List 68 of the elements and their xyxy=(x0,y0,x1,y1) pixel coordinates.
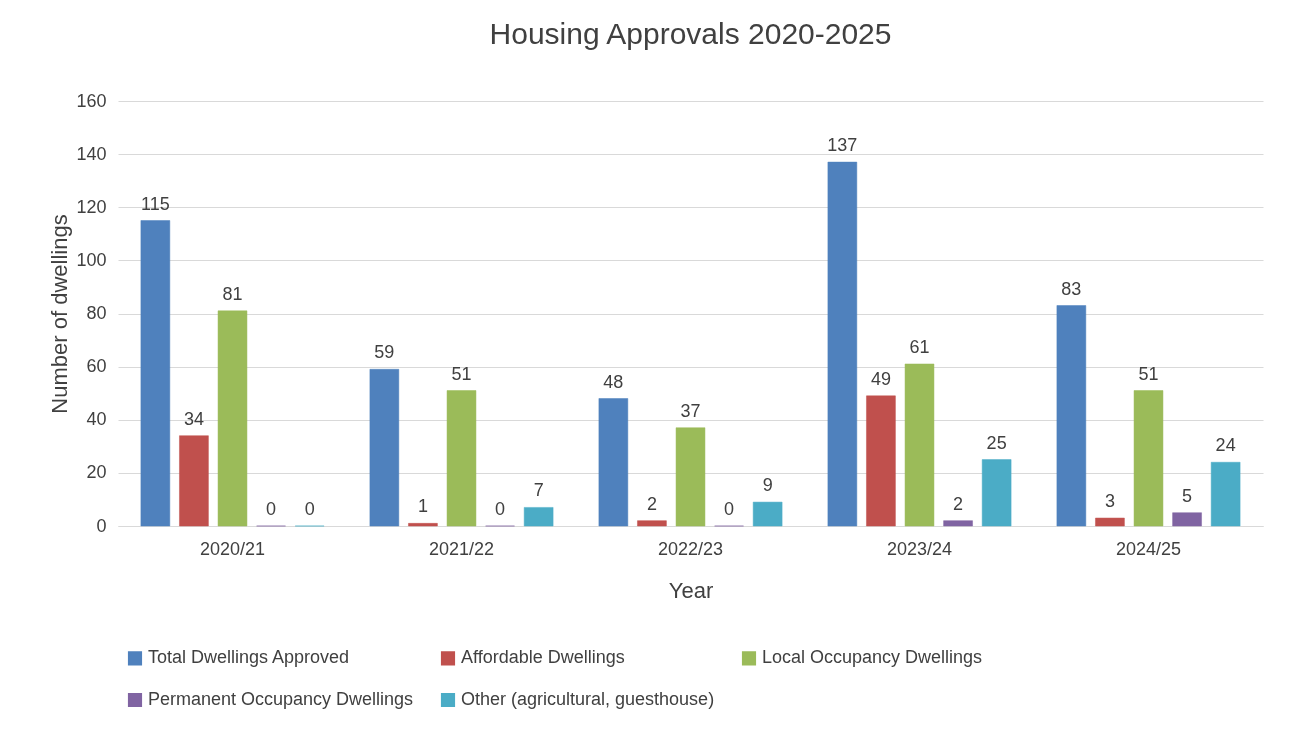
y-tick-label: 60 xyxy=(86,356,107,377)
data-label: 24 xyxy=(1215,435,1236,456)
bar xyxy=(1210,462,1241,527)
y-tick-label: 100 xyxy=(76,249,107,270)
y-tick-label: 80 xyxy=(86,303,107,323)
x-tick-label: 2022/23 xyxy=(657,538,724,559)
data-label: 2 xyxy=(646,493,657,514)
data-label: 137 xyxy=(827,135,858,156)
y-tick-label: 140 xyxy=(76,143,107,164)
legend-label: Permanent Occupancy Dwellings xyxy=(148,689,414,709)
data-label: 7 xyxy=(533,480,544,501)
bar xyxy=(523,507,554,527)
x-axis-title: Year xyxy=(668,577,714,603)
data-label: 3 xyxy=(1104,491,1115,512)
bar xyxy=(369,369,400,527)
data-label: 83 xyxy=(1061,278,1082,299)
data-label: 51 xyxy=(451,363,472,384)
bar xyxy=(1172,512,1202,527)
bar xyxy=(408,523,438,527)
bar xyxy=(179,435,209,527)
bar xyxy=(140,220,171,527)
y-axis-title: Number of dwellings xyxy=(47,214,73,414)
data-label: 61 xyxy=(909,336,930,357)
bar xyxy=(981,459,1012,527)
data-label: 5 xyxy=(1182,485,1193,506)
legend-label: Total Dwellings Approved xyxy=(148,647,350,668)
data-label: 37 xyxy=(680,400,701,421)
data-label: 0 xyxy=(724,499,735,519)
legend-label: Affordable Dwellings xyxy=(461,647,625,668)
data-label: 0 xyxy=(266,499,277,519)
data-label: 115 xyxy=(141,193,170,214)
data-label: 59 xyxy=(374,342,395,363)
bar xyxy=(1056,305,1087,527)
x-tick-label: 2021/22 xyxy=(428,538,495,559)
x-tick-label: 2023/24 xyxy=(886,538,953,559)
bar xyxy=(1133,390,1164,527)
data-label: 0 xyxy=(304,499,315,519)
x-tick-label: 2024/25 xyxy=(1115,538,1182,559)
legend-label: Local Occupancy Dwellings xyxy=(762,647,983,668)
bar xyxy=(446,390,477,527)
bar xyxy=(1095,517,1125,527)
data-label: 9 xyxy=(762,475,773,496)
data-label: 1 xyxy=(417,496,428,517)
data-label: 49 xyxy=(870,368,891,389)
bar xyxy=(217,310,248,527)
bar xyxy=(827,161,858,527)
x-tick-label: 2020/21 xyxy=(199,538,266,559)
data-label: 0 xyxy=(495,499,506,519)
bar xyxy=(866,395,896,527)
data-label: 51 xyxy=(1138,363,1159,384)
y-tick-label: 40 xyxy=(86,409,107,430)
data-label: 81 xyxy=(222,283,243,304)
y-tick-label: 20 xyxy=(86,462,107,483)
bar xyxy=(675,427,706,527)
y-tick-label: 0 xyxy=(96,515,107,536)
y-tick-label: 120 xyxy=(76,196,107,217)
bar xyxy=(943,520,973,527)
bar xyxy=(637,520,667,527)
data-label: 48 xyxy=(603,371,624,392)
data-label: 2 xyxy=(953,493,964,514)
chart-title: Housing Approvals 2020-2025 xyxy=(489,17,892,50)
bar xyxy=(904,363,935,527)
data-label: 34 xyxy=(183,408,204,429)
bar xyxy=(752,501,783,527)
y-tick-label: 160 xyxy=(76,90,107,111)
legend-label: Other (agricultural, guesthouse) xyxy=(461,689,715,709)
data-label: 25 xyxy=(986,432,1007,453)
bar xyxy=(598,398,629,527)
